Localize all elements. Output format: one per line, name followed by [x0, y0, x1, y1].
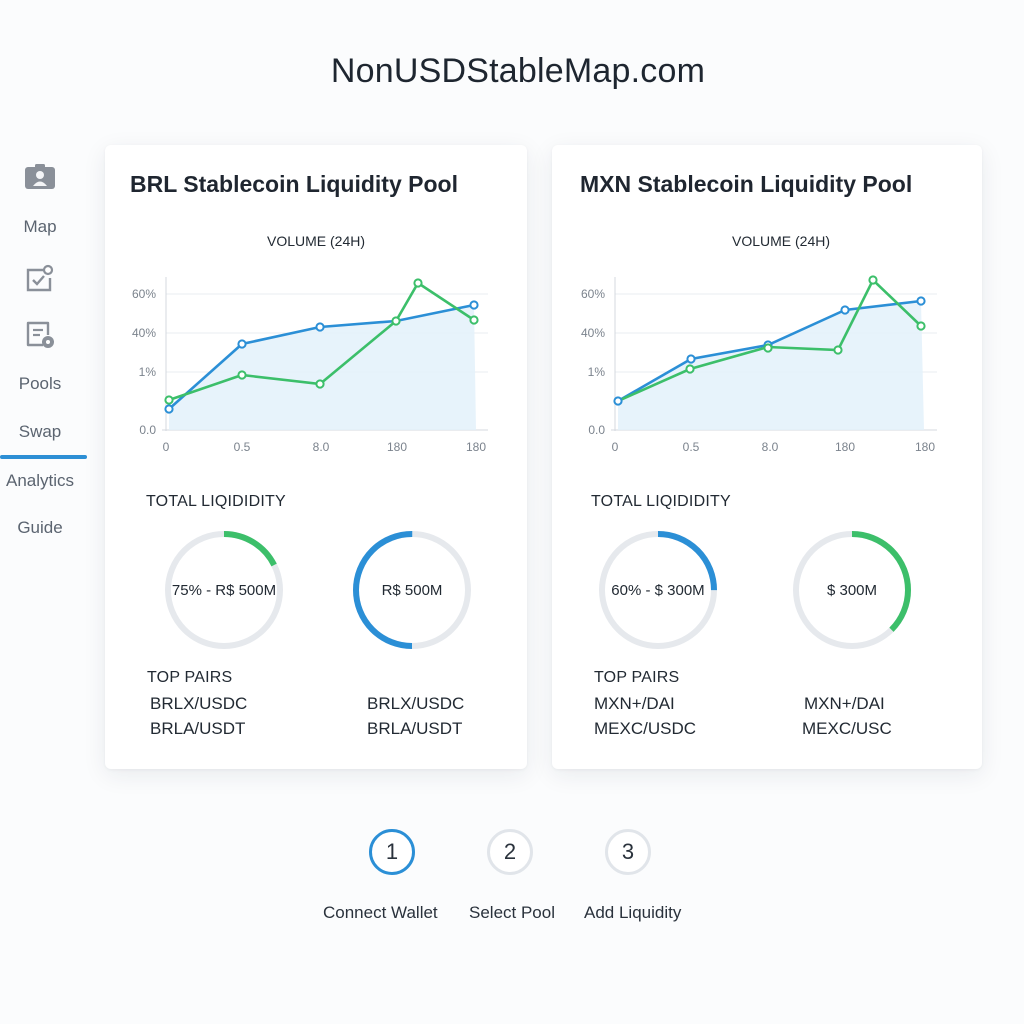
brl-pool-card: BRL Stablecoin Liquidity Pool VOLUME (24…	[105, 145, 527, 769]
x-tick: 8.0	[313, 440, 330, 454]
sidebar-item-map[interactable]: Map	[23, 217, 57, 236]
total-liquidity-label: TOTAL LIQIDIDITY	[591, 493, 731, 510]
mxn-pool-card: MXN Stablecoin Liquidity Pool VOLUME (24…	[552, 145, 982, 769]
map-check-icon[interactable]	[24, 263, 56, 295]
x-tick: 0.5	[234, 440, 251, 454]
sidebar-nav: Map Pools Swap Analytics Guide	[0, 150, 90, 570]
svg-text:8.0: 8.0	[762, 440, 779, 454]
card-title: BRL Stablecoin Liquidity Pool	[130, 171, 458, 197]
donut-value: $ 300M	[826, 581, 878, 599]
volume-chart-title: VOLUME (24H)	[266, 233, 366, 249]
svg-text:0: 0	[612, 440, 619, 454]
x-tick: 0	[163, 440, 170, 454]
liquidity-donut: 60% - $ 300M	[596, 528, 720, 652]
card-title: MXN Stablecoin Liquidity Pool	[580, 171, 913, 197]
pool-document-icon[interactable]	[24, 318, 56, 350]
donut-value: 60% - $ 300M	[611, 581, 705, 599]
user-card-icon[interactable]	[24, 162, 56, 194]
top-pairs-label: TOP PAIRS	[147, 669, 233, 686]
top-pairs-label: TOP PAIRS	[594, 669, 680, 686]
step-label-connect-wallet: Connect Wallet	[323, 903, 438, 922]
svg-text:40%: 40%	[581, 326, 605, 340]
pair-item[interactable]: BRLX/USDC	[150, 694, 248, 713]
volume-chart-title: VOLUME (24H)	[731, 233, 831, 249]
y-tick: 1%	[139, 365, 157, 379]
svg-text:0.0: 0.0	[588, 423, 605, 437]
svg-text:0.5: 0.5	[683, 440, 700, 454]
active-indicator	[0, 455, 87, 459]
pair-item[interactable]: BRLA/USDT	[367, 719, 463, 738]
donut-value: R$ 500M	[381, 581, 443, 599]
pair-item[interactable]: MEXC/USDC	[594, 719, 697, 738]
site-title: NonUSDStableMap.com	[330, 52, 706, 90]
sidebar-item-pools[interactable]: Pools	[18, 374, 62, 393]
svg-text:1%: 1%	[588, 365, 606, 379]
svg-text:180: 180	[915, 440, 935, 454]
svg-text:180: 180	[835, 440, 855, 454]
step-connect-wallet[interactable]: 1	[369, 829, 415, 875]
total-liquidity-label: TOTAL LIQIDIDITY	[146, 493, 286, 510]
svg-text:60%: 60%	[581, 287, 605, 301]
y-tick: 0.0	[139, 423, 156, 437]
x-tick: 180	[466, 440, 486, 454]
sidebar-item-analytics[interactable]: Analytics	[5, 471, 75, 490]
pair-item[interactable]: MEXC/USC	[802, 719, 892, 738]
step-label-add-liquidity: Add Liquidity	[584, 903, 682, 922]
donut-value: 75% - R$ 500M	[171, 581, 277, 599]
x-tick: 180	[387, 440, 407, 454]
pair-item[interactable]: MXN+/DAI	[804, 694, 885, 713]
volume-line-chart: 60% 40% 1% 0.0 0 0.5 8.0 180 180	[132, 277, 488, 454]
liquidity-donut: R$ 500M	[350, 528, 474, 652]
sidebar-item-swap[interactable]: Swap	[18, 422, 62, 441]
pair-item[interactable]: BRLX/USDC	[367, 694, 465, 713]
y-tick: 40%	[132, 326, 156, 340]
sidebar-item-guide[interactable]: Guide	[17, 518, 63, 537]
step-add-liquidity[interactable]: 3	[605, 829, 651, 875]
step-label-select-pool: Select Pool	[469, 903, 555, 922]
y-tick: 60%	[132, 287, 156, 301]
pair-item[interactable]: BRLA/USDT	[150, 719, 246, 738]
pair-item[interactable]: MXN+/DAI	[594, 694, 675, 713]
liquidity-donut: $ 300M	[790, 528, 914, 652]
step-select-pool[interactable]: 2	[487, 829, 533, 875]
liquidity-donut: 75% - R$ 500M	[162, 528, 286, 652]
volume-line-chart: 60% 40% 1% 0.0 0 0.5 8.0 180 180	[581, 275, 937, 454]
